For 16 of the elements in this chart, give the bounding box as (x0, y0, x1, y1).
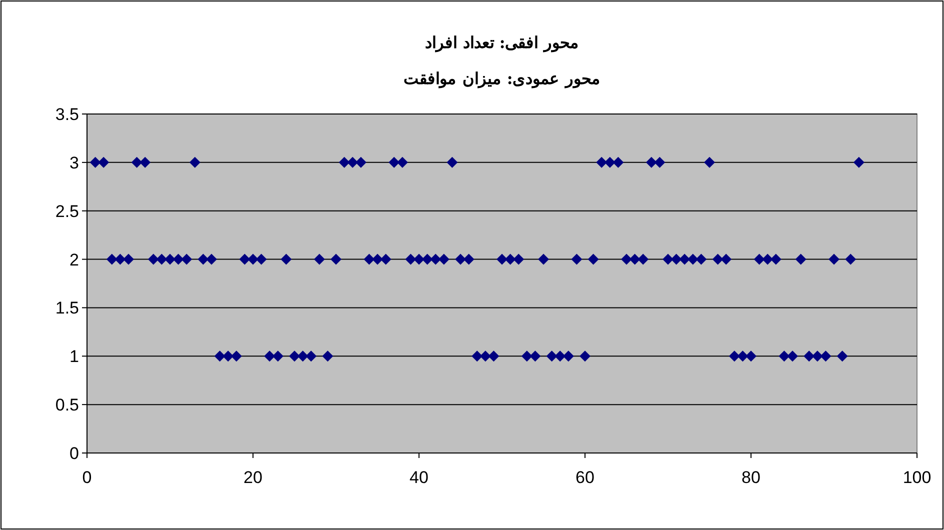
x-tick-label: 0 (82, 468, 92, 487)
y-tick-label: 3 (70, 153, 79, 172)
y-tick-label: 1 (70, 347, 79, 366)
x-tick-label: 20 (244, 468, 262, 487)
y-tick-label: 2.5 (55, 202, 79, 221)
y-tick-label: 0.5 (55, 396, 79, 415)
x-tick-label: 60 (576, 468, 594, 487)
chart-title: محور افقی: تعداد افراد (425, 33, 579, 53)
x-tick-label: 40 (410, 468, 428, 487)
x-tick-label: 100 (902, 468, 932, 487)
y-tick-label: 0 (70, 444, 79, 463)
y-tick-label: 2 (70, 250, 79, 270)
chart-subtitle: محور عمودی: میزان موافقت (404, 69, 600, 89)
y-tick-label: 1.5 (55, 298, 79, 318)
y-tick-label: 3.5 (55, 105, 79, 124)
x-tick-label: 80 (742, 468, 760, 487)
